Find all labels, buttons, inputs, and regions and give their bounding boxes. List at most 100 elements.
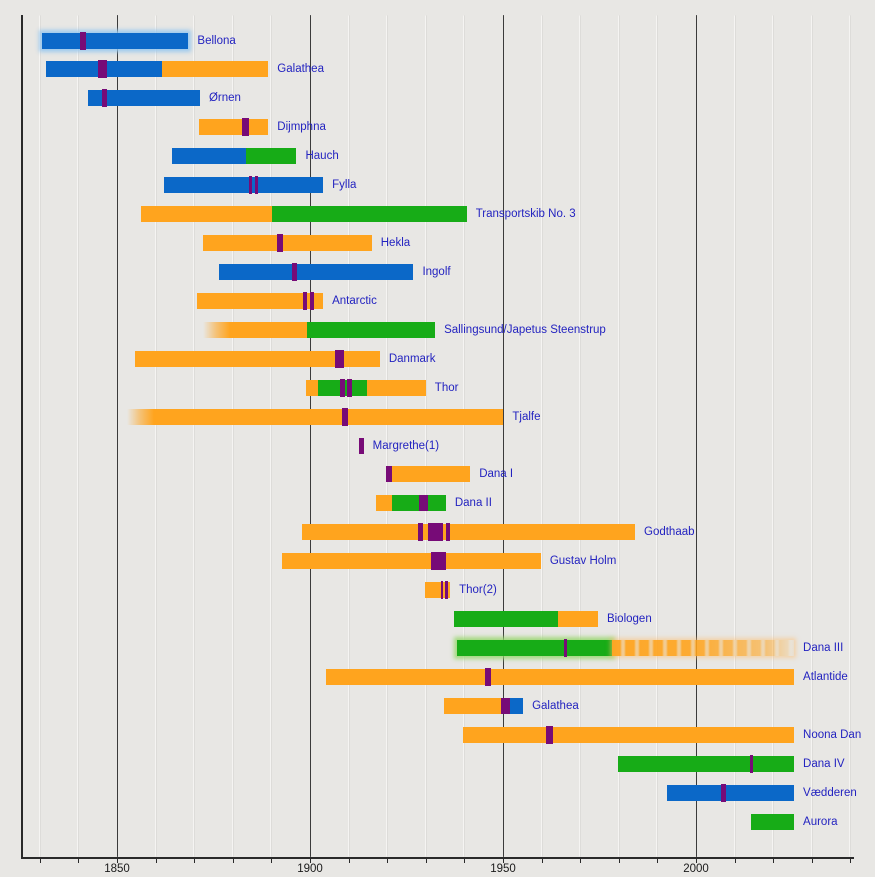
expedition-marker bbox=[101, 89, 107, 108]
axis-tick bbox=[850, 858, 852, 863]
minor-gridline bbox=[154, 15, 157, 857]
minor-gridline bbox=[579, 15, 582, 857]
ship-label: Aurora bbox=[803, 815, 838, 828]
bar-segment bbox=[197, 292, 324, 309]
axis-tick bbox=[78, 858, 80, 863]
minor-gridline bbox=[772, 15, 775, 857]
axis-tick bbox=[232, 858, 234, 863]
axis-tick bbox=[387, 858, 389, 863]
bar-segment bbox=[140, 206, 273, 223]
bar-segment bbox=[509, 697, 524, 714]
expedition-marker bbox=[545, 725, 554, 744]
ship-label: Hekla bbox=[380, 237, 411, 249]
expedition-marker bbox=[249, 176, 253, 195]
axis-tick-label: 2000 bbox=[683, 863, 709, 875]
minor-gridline bbox=[617, 15, 620, 857]
bar-segment bbox=[419, 495, 429, 512]
x-axis-line bbox=[21, 857, 855, 859]
minor-gridline bbox=[347, 15, 350, 857]
ship-label: Thor bbox=[434, 381, 459, 394]
bar-segment bbox=[391, 495, 420, 512]
expedition-marker bbox=[750, 754, 753, 773]
bar-segment bbox=[359, 437, 364, 454]
bar-segment bbox=[171, 148, 246, 165]
expedition-marker bbox=[242, 118, 249, 137]
axis-tick bbox=[734, 858, 736, 863]
bar-segment bbox=[219, 263, 414, 280]
major-gridline bbox=[309, 15, 311, 857]
expedition-marker bbox=[291, 262, 298, 281]
major-gridline bbox=[695, 15, 697, 857]
bar-segment bbox=[666, 784, 795, 801]
ship-label: Galathea bbox=[532, 699, 579, 712]
ship-label: Thor(2) bbox=[459, 584, 497, 597]
bar-segment bbox=[306, 321, 436, 338]
ship-label: Dana II bbox=[454, 497, 492, 510]
expedition-marker bbox=[80, 31, 87, 50]
axis-tick bbox=[696, 858, 697, 863]
minor-gridline bbox=[424, 15, 427, 857]
expedition-marker bbox=[418, 523, 423, 542]
ship-label: Hauch bbox=[305, 150, 339, 163]
expedition-marker bbox=[303, 291, 308, 310]
ship-label: Noona Dan bbox=[803, 728, 862, 741]
bar-segment bbox=[302, 524, 635, 541]
expedition-marker bbox=[98, 60, 108, 79]
bar-segment bbox=[135, 350, 380, 367]
y-axis-line bbox=[21, 15, 23, 859]
expedition-marker bbox=[340, 378, 345, 397]
ship-label: Dijmphna bbox=[277, 121, 326, 134]
bar-segment bbox=[199, 119, 269, 136]
bar-segment bbox=[611, 640, 795, 657]
bar-segment bbox=[245, 148, 297, 165]
bar-segment bbox=[161, 61, 269, 78]
ship-label: Atlantide bbox=[803, 670, 848, 683]
ship-label: Sallingsund/Japetus Steenstrup bbox=[444, 323, 606, 336]
minor-gridline bbox=[733, 15, 736, 857]
axis-tick bbox=[503, 858, 504, 863]
bar-segment bbox=[456, 640, 612, 657]
ship-label: Galathea bbox=[277, 63, 324, 76]
minor-gridline bbox=[270, 15, 273, 857]
ship-label: Antarctic bbox=[332, 294, 377, 307]
axis-tick bbox=[657, 858, 659, 863]
ship-label: Godthaab bbox=[644, 526, 695, 539]
bar-segment bbox=[203, 235, 372, 251]
ship-label: Tjalfe bbox=[512, 410, 541, 423]
minor-gridline bbox=[656, 15, 659, 857]
bar-segment bbox=[376, 495, 392, 512]
minor-gridline bbox=[386, 15, 389, 857]
axis-tick bbox=[773, 858, 775, 863]
bar-segment bbox=[272, 206, 467, 223]
minor-gridline bbox=[540, 15, 543, 857]
ship-label: Bellona bbox=[197, 34, 236, 47]
expedition-marker bbox=[440, 581, 444, 600]
axis-tick bbox=[39, 858, 41, 863]
expedition-marker bbox=[277, 234, 284, 252]
bar-segment bbox=[462, 726, 795, 743]
bar-segment bbox=[425, 582, 451, 599]
axis-tick bbox=[618, 858, 620, 863]
axis-tick bbox=[117, 858, 118, 863]
bar-segment bbox=[325, 668, 795, 685]
axis-tick bbox=[541, 858, 543, 863]
bar-segment bbox=[750, 813, 795, 830]
axis-tick bbox=[425, 858, 427, 863]
bar-segment bbox=[126, 408, 504, 425]
bar-segment bbox=[164, 177, 324, 194]
ship-label: Ørnen bbox=[208, 92, 241, 105]
expedition-marker bbox=[255, 176, 259, 195]
minor-gridline bbox=[231, 15, 234, 857]
minor-gridline bbox=[849, 15, 852, 857]
minor-gridline bbox=[77, 15, 80, 857]
bar-segment bbox=[428, 495, 446, 512]
ship-label: Transportskib No. 3 bbox=[475, 208, 576, 221]
ship-label: Biologen bbox=[606, 613, 652, 626]
ship-label: Dana III bbox=[803, 642, 844, 655]
expedition-marker bbox=[430, 552, 446, 571]
bar-segment bbox=[392, 466, 471, 483]
expedition-marker bbox=[347, 378, 353, 397]
axis-tick bbox=[464, 858, 466, 863]
axis-tick bbox=[310, 858, 311, 863]
